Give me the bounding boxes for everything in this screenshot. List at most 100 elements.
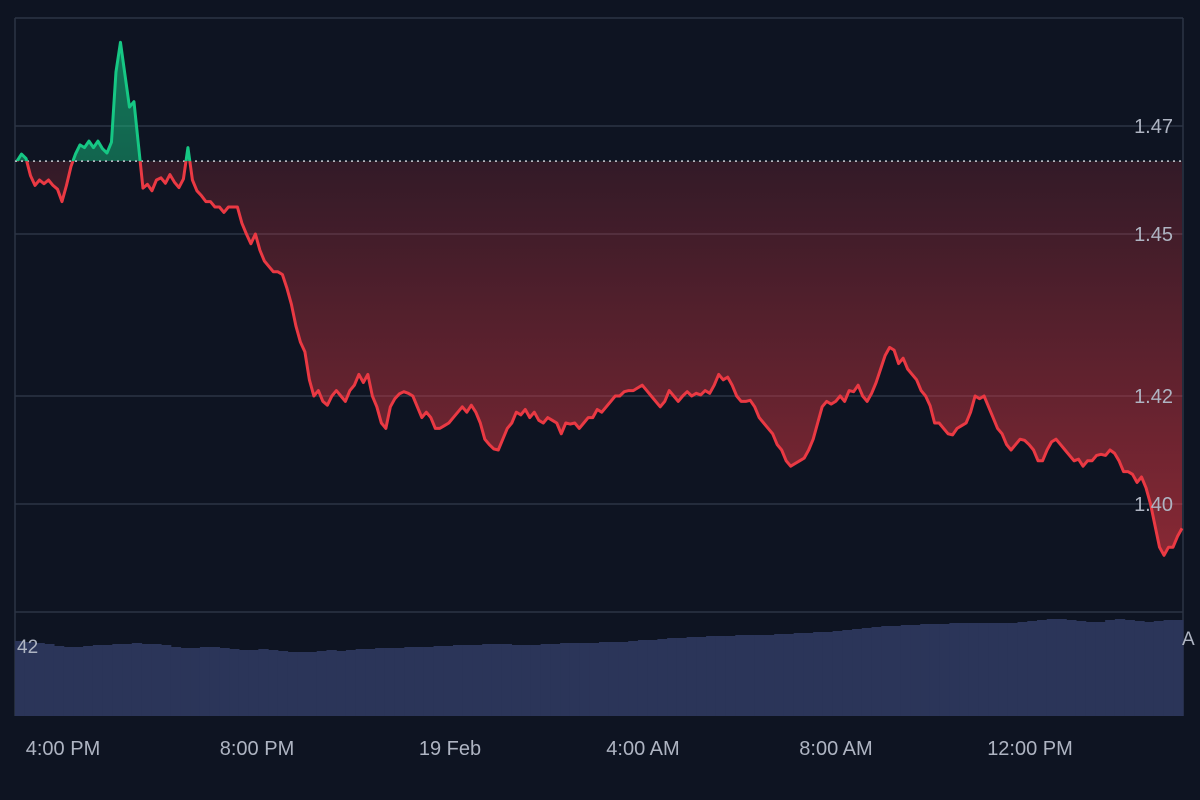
price-line [15,40,1184,557]
area-fills [17,42,1182,556]
volume-bar [112,644,123,716]
y-tick-label: 1.42 [1134,386,1173,408]
volume-bar [929,624,941,716]
volume-bar [404,647,415,716]
volume-bar [715,636,727,716]
volume-bar [686,637,697,716]
volume-bar [920,624,931,716]
volume-bar [754,635,766,716]
volume-bar [443,646,454,716]
volume-bar [209,647,220,716]
volume-bar [793,633,804,716]
volume-bar [803,633,814,716]
volume-bar [394,648,405,716]
volume-bar [180,648,191,716]
volume-bar [73,647,84,716]
volume-bar [521,645,532,716]
volume-bar [871,627,882,716]
volume-bar [190,648,201,716]
volume-bar [453,645,464,716]
volume-bar [1085,622,1096,716]
volume-bar [1075,621,1087,716]
y-tick-label: 1.47 [1134,116,1173,138]
volume-bar [1153,621,1165,716]
volume-bar [491,644,503,716]
volume-bar [365,649,376,716]
x-tick-label: 8:00 AM [799,738,872,760]
volume-bar [423,647,435,716]
volume-bar [988,623,999,716]
volume-bar [102,645,113,716]
volume-bar [433,646,444,716]
y-tick-label: 1.40 [1134,494,1173,516]
volume-bar [141,644,152,716]
volume-bar [618,642,629,716]
volume-bar [1095,622,1106,716]
volume-bar [774,634,785,716]
volume-bar [219,648,230,716]
volume-bar [1066,620,1077,716]
volume-bar [199,647,211,716]
volume-bar [1046,619,1058,716]
volume-bar [53,646,65,716]
volume-bar [949,623,960,716]
volume-label: 42 [17,637,38,658]
volume-bar [667,638,678,716]
volume-bar [530,645,542,716]
volume-bar [131,643,143,716]
volume-bar [881,626,892,716]
volume-bar [501,644,512,716]
x-tick-label: 19 Feb [419,738,481,760]
volume-bar [998,623,1009,716]
volume-bar [1056,619,1067,716]
volume-bar [170,647,182,716]
volume-bar [1173,620,1184,716]
volume-bar [1027,621,1038,716]
volume-bar [706,636,717,716]
volume-bar [258,649,269,716]
volume-bar [482,644,493,716]
volume-bar [978,623,989,716]
volume-bar [326,650,337,716]
volume-bar [384,648,396,716]
volume-bar [44,644,55,716]
volume-bar [34,643,45,716]
x-tick-label: 4:00 PM [26,738,100,760]
volume-bar [725,636,736,716]
volume-bar [628,641,639,716]
volume-bar [813,632,824,716]
volume-bar [1124,620,1135,716]
volume-bar [511,645,522,716]
volume-bar [968,623,980,716]
volume-bar [161,645,172,716]
below-reference-area [17,161,1182,556]
volume-bar [852,629,863,716]
volume-bar [1144,622,1155,716]
volume-bar [647,640,658,716]
volume-bar [248,650,259,716]
volume-bar [307,652,318,716]
volume-bar [822,632,834,716]
volume-bars [15,619,1184,716]
volume-bar [92,645,104,716]
volume-bar [355,649,366,716]
volume-bar [345,650,357,716]
volume-bar [1105,620,1116,716]
volume-bar [550,644,561,716]
volume-bar [832,631,843,716]
volume-bar [122,644,133,716]
volume-bar [540,644,551,716]
volume-bar [637,640,649,716]
above-reference-area [17,42,1182,162]
volume-bar [676,638,688,716]
volume-bar [316,651,328,716]
volume-bar [696,637,707,716]
volume-bar [1163,620,1174,716]
volume-bar [861,628,873,716]
y-tick-label: 1.45 [1134,224,1173,246]
volume-bar [1037,620,1048,716]
volume-bar [375,648,386,716]
volume-bar [1134,621,1145,716]
